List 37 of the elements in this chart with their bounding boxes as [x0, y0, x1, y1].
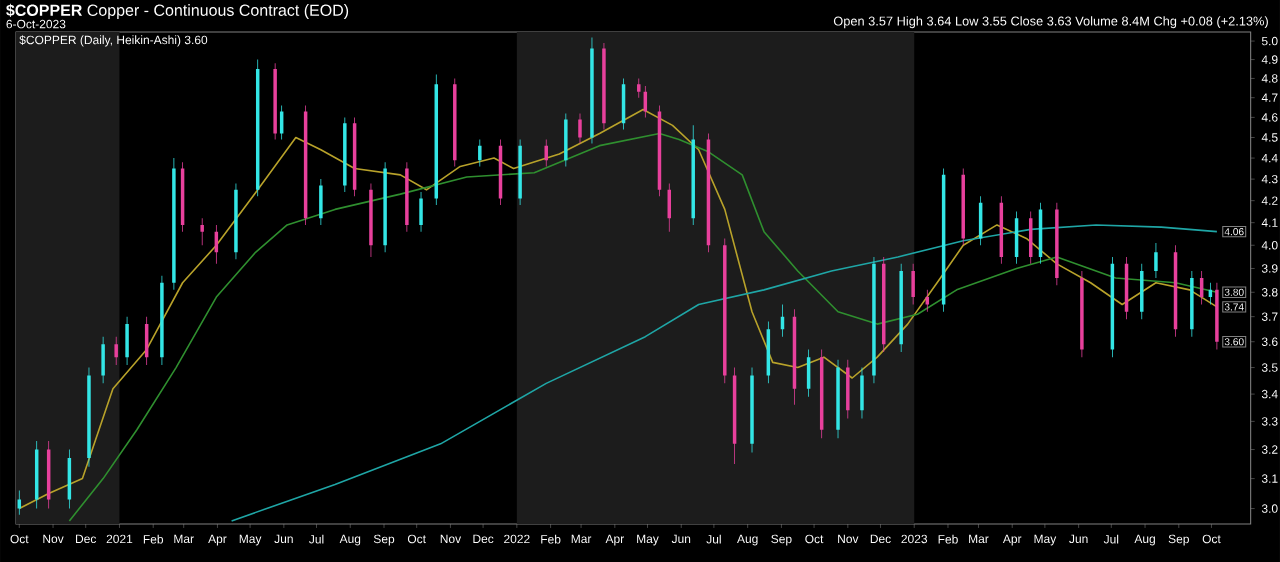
chart-title: $COPPER Copper - Continuous Contract (EOD)	[6, 3, 349, 20]
candlestick	[925, 289, 930, 312]
candlestick	[273, 63, 277, 140]
candlestick	[279, 105, 284, 140]
candlestick	[691, 125, 695, 225]
candlestick	[67, 449, 72, 509]
candlestick	[453, 78, 457, 167]
candlestick	[1199, 271, 1204, 305]
candlestick	[544, 139, 548, 167]
candlestick	[1055, 202, 1059, 286]
candlestick	[1190, 271, 1194, 337]
candlestick	[114, 336, 118, 365]
candlestick	[846, 359, 850, 419]
candlestick	[643, 86, 648, 118]
candlestick	[723, 238, 727, 384]
candlestick	[17, 490, 22, 515]
candlestick	[564, 113, 568, 167]
candlestick	[806, 349, 811, 397]
candlestick	[732, 367, 737, 464]
candlestick	[214, 224, 219, 264]
candlestick	[961, 168, 965, 246]
candlestick	[637, 78, 641, 98]
candlestick	[1140, 263, 1144, 320]
candlestick	[667, 183, 672, 232]
candlestick	[1208, 282, 1213, 305]
candlestick	[478, 139, 482, 167]
candlestick	[911, 263, 915, 305]
candlestick	[899, 263, 903, 352]
line-series	[230, 224, 1218, 522]
candlestick	[780, 304, 785, 337]
candlestick	[144, 316, 149, 365]
candlestick	[405, 162, 409, 232]
candlestick	[200, 218, 204, 246]
candlestick	[319, 179, 323, 225]
candlestick	[1028, 211, 1033, 264]
candlestick	[343, 117, 347, 192]
candlestick	[1014, 211, 1019, 264]
